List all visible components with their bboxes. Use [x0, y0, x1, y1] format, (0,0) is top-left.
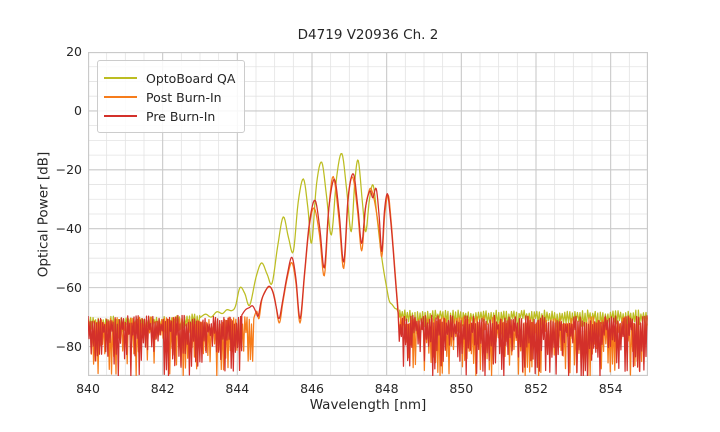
legend-entry-optoboard-qa: OptoBoard QA — [104, 69, 236, 87]
y-tick-label: −40 — [55, 220, 82, 236]
legend: OptoBoard QA Post Burn-In Pre Burn-In — [97, 60, 245, 133]
series-line-pre-burn-in — [88, 173, 648, 376]
x-tick-label: 854 — [598, 381, 623, 396]
x-tick-label: 844 — [225, 381, 250, 396]
y-tick-label: 0 — [74, 102, 82, 118]
chart-title: D4719 V20936 Ch. 2 — [297, 27, 439, 43]
legend-line-pre-burn-in — [104, 115, 137, 117]
legend-line-optoboard-qa — [104, 77, 137, 79]
y-tick-label: −60 — [55, 279, 82, 295]
y-tick-label: −20 — [55, 161, 82, 177]
x-tick-label: 850 — [449, 381, 474, 396]
legend-label: Pre Burn-In — [146, 108, 216, 124]
x-tick-label: 842 — [150, 381, 175, 396]
axes-border — [88, 52, 648, 376]
series-line-post-burn-in — [88, 175, 648, 376]
x-axis-label: Wavelength [nm] — [309, 397, 427, 413]
x-tick-label: 840 — [76, 381, 100, 396]
x-tick-label: 846 — [300, 381, 324, 396]
legend-entry-post-burn-in: Post Burn-In — [104, 88, 234, 106]
legend-label: Post Burn-In — [146, 89, 222, 105]
x-tick-label: 848 — [374, 381, 399, 396]
legend-entry-pre-burn-in: Pre Burn-In — [104, 107, 234, 125]
y-tick-label: 20 — [66, 44, 82, 59]
series-line-optoboard-qa — [88, 152, 648, 348]
y-tick-label: −80 — [55, 338, 82, 354]
x-tick-label: 852 — [524, 381, 548, 396]
legend-line-post-burn-in — [104, 96, 137, 98]
legend-label: OptoBoard QA — [146, 70, 236, 86]
